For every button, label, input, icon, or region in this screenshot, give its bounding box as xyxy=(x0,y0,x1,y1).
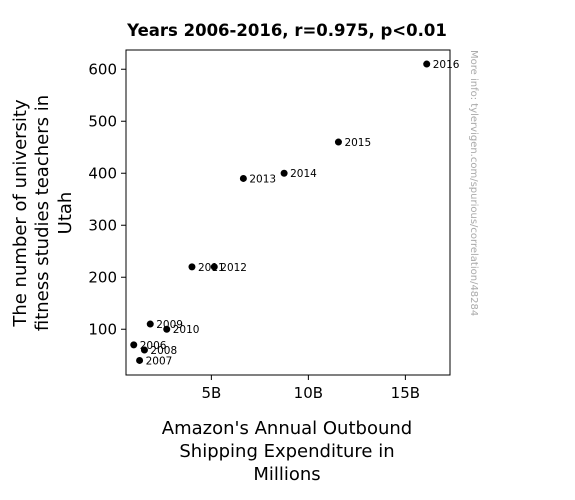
point-label: 2009 xyxy=(156,319,183,331)
y-axis-label: The number of university fitness studies … xyxy=(10,95,76,331)
data-point xyxy=(334,138,342,146)
y-tick-label: 300 xyxy=(88,217,117,235)
point-label: 2006 xyxy=(140,340,167,352)
x-tick-label: 15B xyxy=(391,384,420,402)
data-point xyxy=(140,346,148,354)
y-tick-label: 600 xyxy=(88,61,117,79)
point-label: 2014 xyxy=(290,168,317,180)
point-label: 2015 xyxy=(344,137,371,149)
data-point xyxy=(146,320,154,328)
point-label: 2011 xyxy=(198,262,225,274)
data-point xyxy=(163,325,171,333)
y-tick-label: 400 xyxy=(88,165,117,183)
data-point xyxy=(188,263,196,271)
y-axis-label-line: Utah xyxy=(55,192,76,235)
data-point xyxy=(239,174,247,182)
data-point xyxy=(423,60,431,68)
data-point xyxy=(136,356,144,364)
y-tick-label: 200 xyxy=(88,269,117,287)
point-label: 2016 xyxy=(433,59,460,71)
point-label: 2013 xyxy=(249,173,276,185)
x-tick-label: 10B xyxy=(294,384,323,402)
x-axis-label-line: Millions xyxy=(253,464,320,485)
y-tick-label: 500 xyxy=(88,113,117,131)
point-label: 2007 xyxy=(146,355,173,367)
point-label: 2008 xyxy=(150,345,177,357)
y-tick-label: 100 xyxy=(88,321,117,339)
plot-area-frame xyxy=(125,49,451,376)
data-points xyxy=(130,60,431,364)
y-axis-label-line: fitness studies teachers in xyxy=(32,95,53,331)
chart-title: Years 2006-2016, r=0.975, p<0.01 xyxy=(126,21,447,40)
x-axis-label-line: Shipping Expenditure in xyxy=(179,441,394,462)
data-point xyxy=(130,341,138,349)
data-point xyxy=(210,263,218,271)
x-tick-label: 5B xyxy=(201,384,221,402)
point-label: 2010 xyxy=(173,324,200,336)
y-axis-label-line: The number of university xyxy=(10,99,31,328)
point-label: 2012 xyxy=(220,262,247,274)
data-point xyxy=(280,169,288,177)
x-axis-label-line: Amazon's Annual Outbound xyxy=(162,418,412,439)
axis-ticks: 5B 10B 15B 100 200 300 400 500 600 xyxy=(88,61,420,402)
watermark-text: More info: tylervigen.com/spurious/corre… xyxy=(468,50,479,316)
